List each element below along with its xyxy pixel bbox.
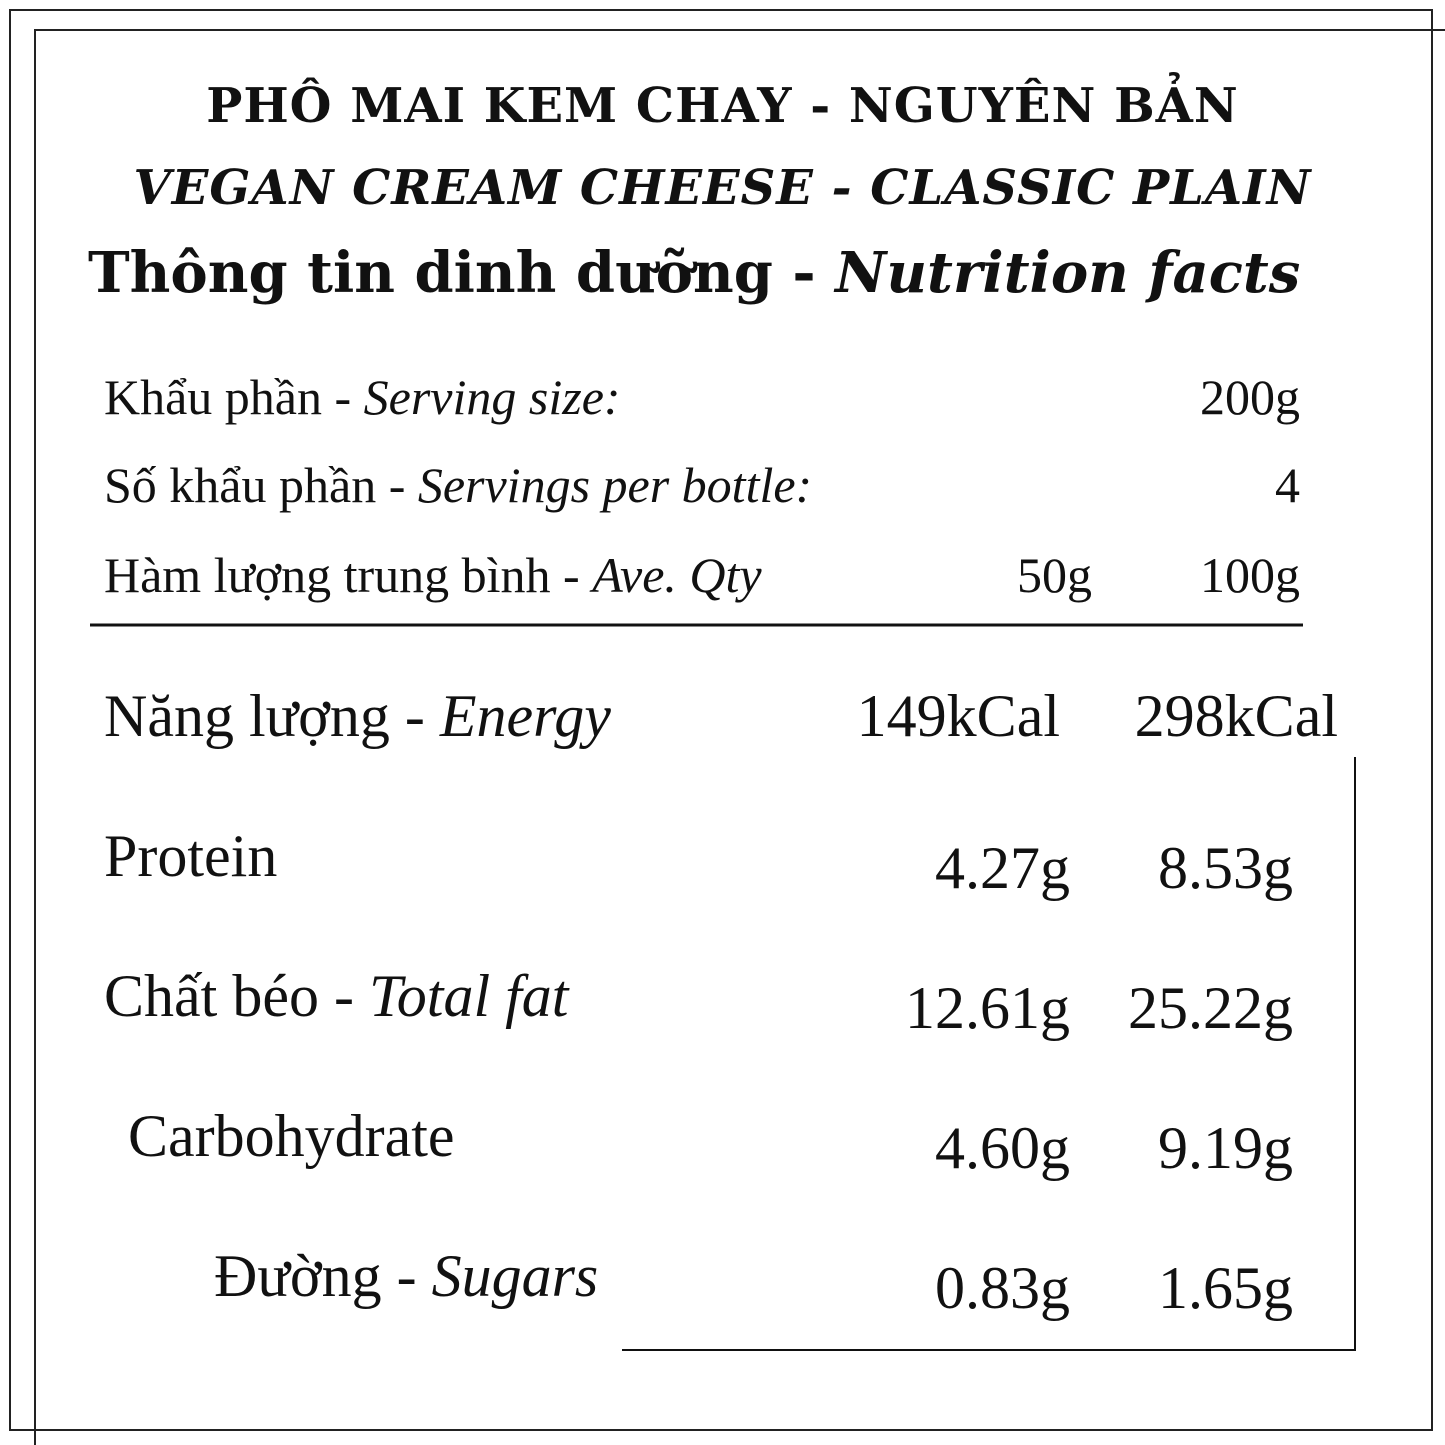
row-label: Số khẩu phần - Servings per bottle: [104,456,812,514]
label-en: Ave. Qty [592,547,762,603]
value: 9.19g [1158,1115,1293,1181]
outer-border [9,9,1433,1431]
row-label: Carbohydrate [128,1102,455,1171]
label-en: Sugars [431,1243,599,1309]
label-vi: Protein [104,823,278,889]
label-en: Servings per bottle: [417,457,813,513]
label-vi: Chất béo - [104,963,369,1029]
row-label: Protein [104,822,277,891]
value: 50g [1017,547,1092,603]
title-vi: PHÔ MAI KEM CHAY - NGUYÊN BẢN [206,78,1239,134]
value: 25.22g [1128,975,1293,1041]
label-en: Serving size: [363,369,621,425]
value: 100g [1200,547,1300,603]
value: 4 [1275,457,1300,513]
value: 0.83g [935,1255,1070,1321]
label-en: Energy [439,683,611,749]
value: 149kCal [856,683,1060,749]
label-vi: Đường - [214,1243,432,1309]
value: 200g [1200,369,1300,425]
bracket [622,757,1356,1351]
value: 8.53g [1158,835,1293,901]
inner-border [34,29,1445,1445]
title-en: VEGAN CREAM CHEESE - CLASSIC PLAIN [133,160,1312,216]
value: 4.27g [935,835,1070,901]
value: 4.60g [935,1115,1070,1181]
row-label: Đường - Sugars [214,1242,598,1311]
value: 1.65g [1158,1255,1293,1321]
subtitle: Thông tin dinh dưỡng - Nutrition facts [88,240,1300,306]
label-en: Total fat [368,963,569,1029]
label-vi: Khẩu phần - [104,369,364,425]
value: 298kCal [1134,683,1338,749]
value: 12.61g [905,975,1070,1041]
row-label: Chất béo - Total fat [104,962,568,1031]
label-vi: Carbohydrate [128,1103,455,1169]
row-label: Khẩu phần - Serving size: [104,368,621,426]
label-vi: Năng lượng - [104,683,440,749]
row-label: Năng lượng - Energy [104,682,611,751]
label-vi: Hàm lượng trung bình - [104,547,593,603]
subtitle-vi: Thông tin dinh dưỡng - [88,240,836,306]
subtitle-en: Nutrition facts [835,240,1301,306]
row-label: Hàm lượng trung bình - Ave. Qty [104,546,762,604]
label-vi: Số khẩu phần - [104,457,418,513]
